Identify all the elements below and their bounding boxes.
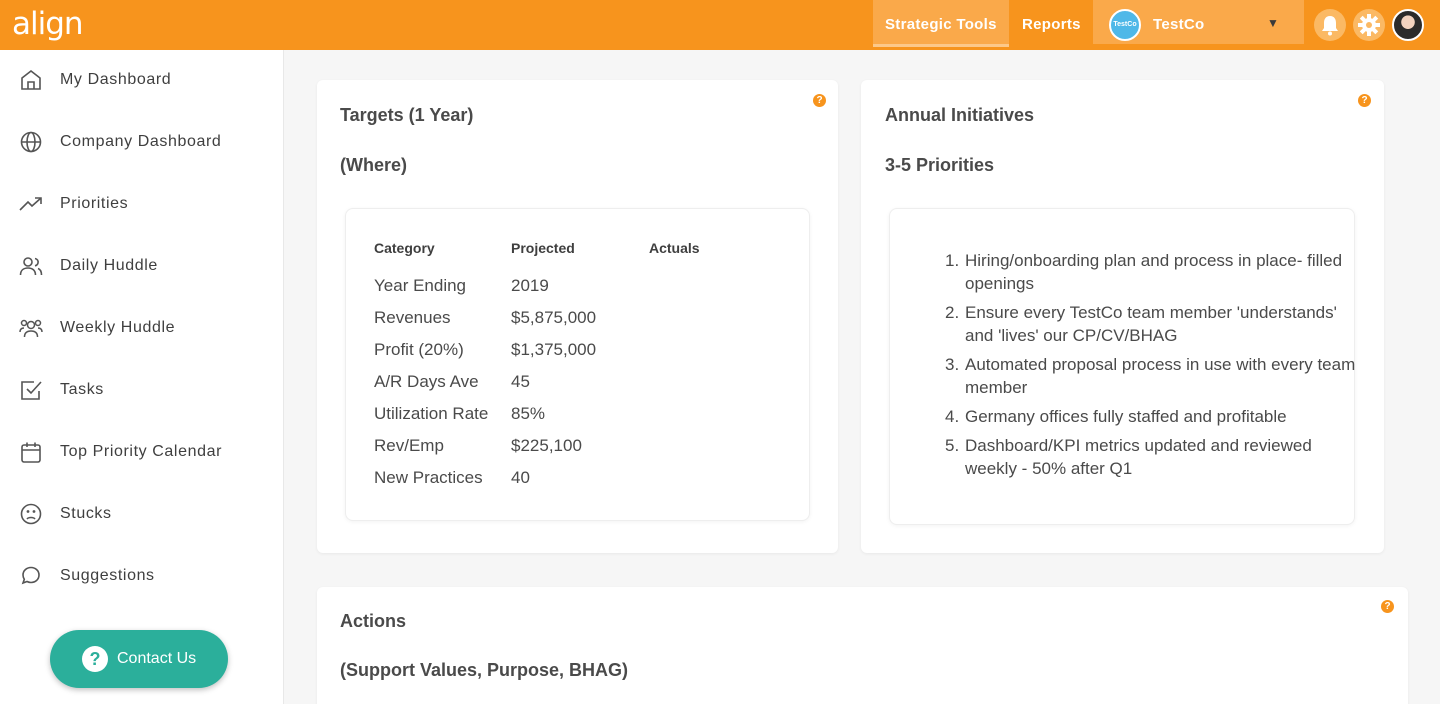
actions-subtitle: (Support Values, Purpose, BHAG) [340,660,629,680]
chat-bubble-icon [21,566,40,585]
sidebar: My Dashboard Company Dashboard Prioritie… [0,50,284,704]
list-item-number: 2. [945,303,960,322]
home-icon [21,69,41,90]
sidebar-item-label: Suggestions [60,567,155,584]
column-header-actuals: Actuals [649,240,700,256]
sidebar-item-label: Priorities [60,195,129,212]
table-cell-projected: 45 [511,372,530,391]
company-switcher[interactable]: TestCo TestCo ▼ [1093,0,1304,44]
notifications-button[interactable] [1314,9,1346,41]
help-icon[interactable]: ? [813,94,826,107]
targets-table: Category Projected Actuals Year Ending 2… [345,208,810,521]
sidebar-item-label: Weekly Huddle [60,319,176,336]
list-item-number: 5. [945,436,960,455]
sidebar-item-priorities[interactable]: Priorities [0,182,284,226]
initiatives-title: Annual Initiatives [885,105,1035,125]
checkbox-icon [21,381,42,400]
sidebar-item-label: Company Dashboard [60,133,222,150]
sidebar-item-top-priority-calendar[interactable]: Top Priority Calendar [0,430,284,474]
bell-icon [1322,16,1338,36]
sidebar-item-tasks[interactable]: Tasks [0,368,284,412]
help-icon[interactable]: ? [1381,600,1394,613]
frown-icon [20,503,42,525]
sidebar-item-label: Top Priority Calendar [60,443,222,460]
sidebar-item-suggestions[interactable]: Suggestions [0,554,284,598]
users-icon [19,257,43,276]
top-bar: align Strategic Tools Reports TestCo Tes… [0,0,1440,50]
sidebar-item-label: Daily Huddle [60,257,158,274]
table-cell-projected: $225,100 [511,436,582,455]
table-cell-category: New Practices [374,468,483,487]
targets-title: Targets (1 Year) [340,105,474,125]
list-item-text: Hiring/onboarding plan and process in pl… [965,251,1343,293]
list-item-number: 1. [945,251,960,270]
targets-subtitle: (Where) [340,155,407,175]
trending-up-icon [19,197,42,211]
actions-card: ? Actions (Support Values, Purpose, BHAG… [317,587,1408,704]
contact-us-button[interactable]: ? Contact Us [50,630,228,688]
globe-icon [20,131,42,153]
column-header-category: Category [374,240,435,256]
priorities-list: 1. Hiring/onboarding plan and process in … [945,249,1360,486]
list-item: 3. Automated proposal process in use with… [945,353,1360,399]
sidebar-item-my-dashboard[interactable]: My Dashboard [0,58,284,102]
sidebar-item-weekly-huddle[interactable]: Weekly Huddle [0,306,284,350]
table-cell-category: Year Ending [374,276,467,295]
list-item-number: 4. [945,407,960,426]
contact-us-label: Contact Us [117,650,197,667]
table-cell-projected: 40 [511,468,530,487]
sidebar-item-stucks[interactable]: Stucks [0,492,284,536]
list-item-text: Automated proposal process in use with e… [965,355,1356,397]
sidebar-item-company-dashboard[interactable]: Company Dashboard [0,120,284,164]
actions-title: Actions [340,611,407,631]
help-icon[interactable]: ? [1358,94,1371,107]
annual-initiatives-card: ? Annual Initiatives 3-5 Priorities 1. Hi… [861,80,1384,553]
sidebar-item-label: Stucks [60,505,112,522]
targets-card: ? Targets (1 Year) (Where) Category Proj… [317,80,838,553]
table-cell-category: Revenues [374,308,451,327]
table-cell-category: A/R Days Ave [374,372,479,391]
list-item-text: Ensure every TestCo team member 'underst… [965,303,1337,345]
sidebar-item-daily-huddle[interactable]: Daily Huddle [0,244,284,288]
table-cell-category: Profit (20%) [374,340,464,359]
table-cell-projected: $5,875,000 [511,308,597,327]
user-avatar[interactable] [1392,9,1424,41]
table-cell-projected: 85% [511,404,546,423]
calendar-icon [21,442,41,463]
company-logo: TestCo [1109,9,1141,41]
list-item-number: 3. [945,355,960,374]
list-item: 5. Dashboard/KPI metrics updated and revi… [945,434,1360,480]
list-item: 2. Ensure every TestCo team member 'under… [945,301,1360,347]
table-cell-projected: $1,375,000 [511,340,597,359]
column-header-projected: Projected [511,240,575,256]
list-item-text: Germany offices fully staffed and profit… [965,407,1287,426]
initiatives-subtitle: 3-5 Priorities [885,155,995,175]
gear-icon [1358,14,1380,36]
table-cell-projected: 2019 [511,276,549,295]
list-item: 1. Hiring/onboarding plan and process in … [945,249,1360,295]
group-icon [19,319,43,338]
app-logo[interactable]: align [12,6,84,42]
priorities-list-box: 1. Hiring/onboarding plan and process in … [889,208,1355,525]
help-circle-icon: ? [82,646,108,672]
table-cell-category: Utilization Rate [374,404,489,423]
settings-button[interactable] [1353,9,1385,41]
sidebar-item-label: My Dashboard [60,71,172,88]
list-item-text: Dashboard/KPI metrics updated and review… [965,436,1312,478]
table-cell-category: Rev/Emp [374,436,444,455]
company-name: TestCo [1153,16,1205,33]
tab-strategic-tools[interactable]: Strategic Tools [873,0,1009,47]
list-item: 4. Germany offices fully staffed and prof… [945,405,1360,428]
sidebar-item-label: Tasks [60,381,104,398]
tab-reports[interactable]: Reports [1022,16,1081,33]
chevron-down-icon: ▼ [1267,16,1279,30]
